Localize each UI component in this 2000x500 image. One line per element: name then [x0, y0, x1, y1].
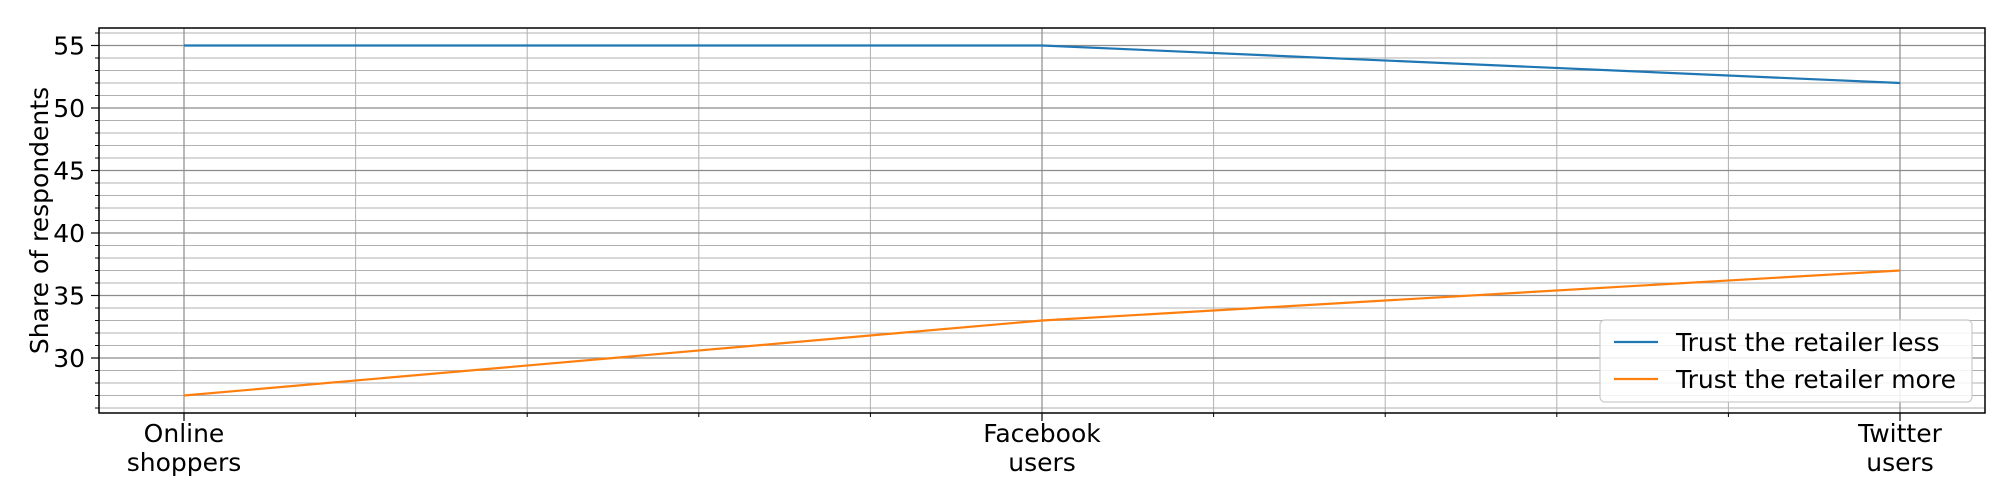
y-tick-label: 30 [53, 344, 85, 373]
y-axis: 30 35 40 45 50 55 [53, 32, 99, 409]
x-tick-label-line: shoppers [127, 448, 242, 477]
legend-label: Trust the retailer less [1675, 328, 1940, 357]
major-grid [99, 28, 1985, 413]
series-layer [183, 44, 1901, 397]
y-tick-label: 45 [53, 157, 85, 186]
x-tick-label: Facebook users [983, 419, 1101, 477]
x-tick-label-line: Twitter [1857, 419, 1943, 448]
y-tick-label: 35 [53, 282, 85, 311]
x-tick-label-line: Facebook [983, 419, 1101, 448]
legend: Trust the retailer less Trust the retaile… [1599, 319, 1973, 403]
legend-box [1599, 319, 1973, 403]
x-tick-label: Twitter users [1857, 419, 1943, 477]
y-tick-label: 55 [53, 32, 85, 61]
x-tick-label: Online shoppers [127, 419, 242, 477]
x-tick-label-line: Online [144, 419, 225, 448]
y-tick-label: 40 [53, 219, 85, 248]
x-tick-label-line: users [1008, 448, 1076, 477]
y-axis-title: Share of respondents [25, 87, 54, 354]
legend-label: Trust the retailer more [1675, 365, 1956, 394]
series-line-1 [184, 44, 1901, 85]
y-tick-label: 50 [53, 94, 85, 123]
series-line-2 [183, 269, 1901, 397]
x-tick-label-line: users [1866, 448, 1934, 477]
